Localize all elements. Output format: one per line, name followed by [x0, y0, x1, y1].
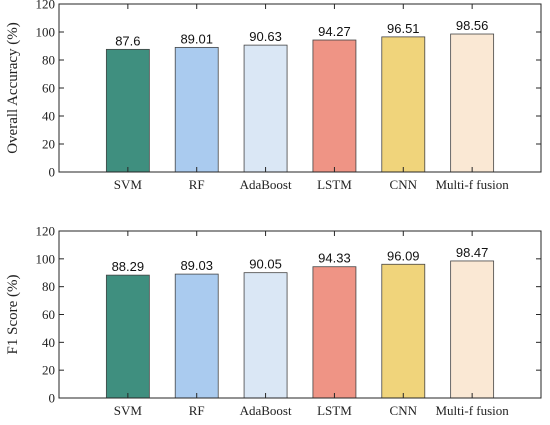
- x-tick-label: Multi-f fusion: [435, 403, 509, 418]
- x-tick-label: CNN: [390, 177, 418, 192]
- y-tick-label: 100: [36, 25, 56, 40]
- x-tick-label: RF: [189, 177, 205, 192]
- x-tick-label: AdaBoost: [240, 177, 292, 192]
- y-tick-label: 120: [36, 0, 56, 12]
- y-axis-label: Overall Accuracy (%): [5, 22, 21, 154]
- data-label: 89.01: [180, 31, 213, 46]
- bar-lstm: [312, 39, 357, 173]
- y-tick-label: 0: [49, 391, 56, 406]
- bar-svm: [105, 48, 150, 173]
- data-label: 96.09: [387, 248, 420, 263]
- y-tick-label: 80: [42, 53, 55, 68]
- y-tick-label: 60: [42, 81, 55, 96]
- data-label: 98.47: [456, 245, 489, 260]
- bar-cnn: [381, 36, 426, 173]
- data-label: 98.56: [456, 18, 489, 33]
- data-label: 90.05: [249, 257, 282, 272]
- data-label: 88.29: [112, 259, 145, 274]
- x-tick-label: SVM: [114, 177, 143, 192]
- y-tick-label: 100: [36, 251, 56, 266]
- data-label: 94.33: [318, 251, 351, 266]
- y-tick-label: 80: [42, 279, 55, 294]
- y-tick-label: 40: [42, 335, 55, 350]
- bar-lstm: [312, 266, 357, 399]
- bar-svm: [105, 274, 150, 399]
- y-tick-label: 40: [42, 109, 55, 124]
- bar-multi-f-fusion: [450, 33, 495, 173]
- data-label: 89.03: [180, 258, 213, 273]
- bar-cnn: [381, 263, 426, 399]
- x-tick-label: SVM: [114, 403, 143, 418]
- data-label: 96.51: [387, 21, 420, 36]
- data-label: 90.63: [249, 29, 282, 44]
- x-tick-label: Multi-f fusion: [435, 177, 509, 192]
- chart-panel-1: 87.6 89.01 90.63 94.27 96.51 98.56 0 20 40 60 80 10…: [5, 0, 542, 192]
- x-tick-label: RF: [189, 403, 205, 418]
- y-tick-label: 60: [42, 307, 55, 322]
- y-tick-label: 20: [42, 137, 55, 152]
- x-tick-label: AdaBoost: [240, 403, 292, 418]
- bar-rf: [174, 273, 219, 399]
- bar-adaboost: [243, 44, 288, 173]
- y-tick-label: 120: [36, 224, 56, 239]
- y-tick-label: 0: [49, 165, 56, 180]
- chart-panel-2: 88.29 89.03 90.05 94.33 96.09 98.47 0 20 40 60 80 1…: [5, 224, 542, 418]
- bar-multi-f-fusion: [450, 260, 495, 399]
- data-label: 94.27: [318, 24, 351, 39]
- y-axis-label: F1 Score (%): [5, 275, 21, 355]
- x-tick-label: LSTM: [317, 177, 352, 192]
- y-tick-label: 20: [42, 363, 55, 378]
- bar-adaboost: [243, 272, 288, 399]
- x-tick-label: CNN: [390, 403, 418, 418]
- x-tick-label: LSTM: [317, 403, 352, 418]
- bar-rf: [174, 46, 219, 173]
- data-label: 87.6: [115, 33, 140, 48]
